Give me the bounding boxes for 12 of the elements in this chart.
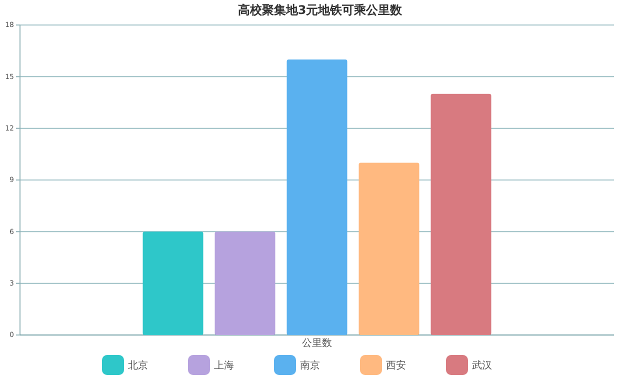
legend-label: 北京 bbox=[128, 360, 148, 372]
bar bbox=[142, 232, 204, 335]
x-tick-label: 公里数 bbox=[302, 337, 332, 349]
legend-label: 上海 bbox=[214, 360, 234, 372]
bar bbox=[286, 59, 348, 335]
legend-label: 西安 bbox=[386, 360, 406, 372]
chart-title: 高校聚集地3元地铁可乘公里数 bbox=[238, 3, 404, 17]
legend-label: 武汉 bbox=[472, 360, 492, 372]
bar bbox=[430, 94, 492, 335]
bar bbox=[214, 232, 276, 335]
legend-label: 南京 bbox=[300, 360, 320, 372]
bar bbox=[358, 162, 420, 335]
